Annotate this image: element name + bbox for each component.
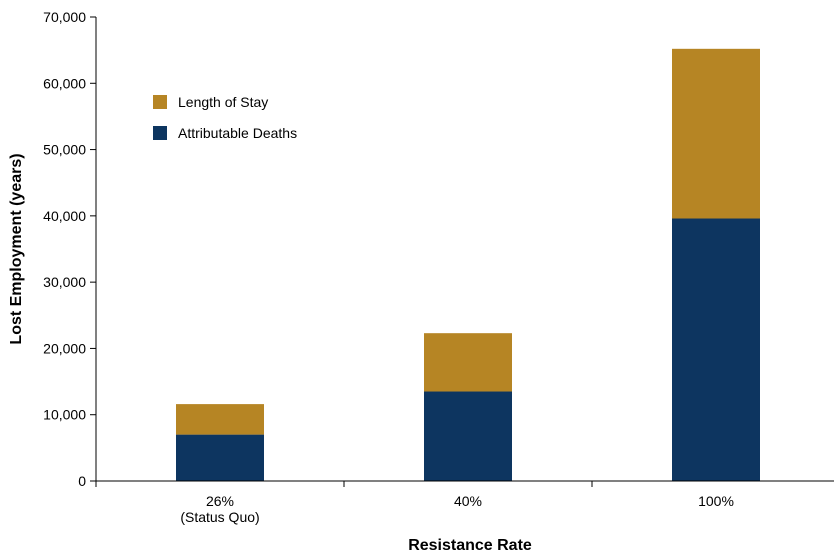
y-tick-label: 50,000 — [43, 142, 86, 158]
bars-group — [176, 48, 760, 481]
y-tick-label: 60,000 — [43, 75, 86, 91]
y-tick-label: 30,000 — [43, 274, 86, 290]
bar-segment-attributable-deaths — [672, 218, 760, 481]
x-tick-label: 26% — [206, 493, 234, 509]
y-tick-label: 10,000 — [43, 407, 86, 423]
y-tick-label: 0 — [78, 473, 86, 489]
bar-segment-attributable-deaths — [176, 434, 264, 481]
y-tick-label: 70,000 — [43, 9, 86, 25]
x-ticks-group: 26%(Status Quo) 40% 100% — [95, 481, 734, 525]
y-axis-title: Lost Employment (years) — [8, 153, 25, 344]
y-ticks-group: 0 10,000 20,000 30,000 40,000 50,000 60,000 70,… — [43, 9, 96, 489]
x-tick-label: 100% — [698, 493, 734, 509]
bar-segment-length-of-stay — [672, 48, 760, 219]
bar-segment-length-of-stay — [176, 404, 264, 435]
x-tick-sublabel: (Status Quo) — [180, 509, 259, 525]
y-tick-label: 40,000 — [43, 208, 86, 224]
x-axis-title: Resistance Rate — [408, 537, 532, 554]
legend-swatch-attributable-deaths — [153, 126, 167, 140]
axes-group — [95, 17, 834, 482]
legend-item-attributable-deaths: Attributable Deaths — [153, 125, 297, 141]
legend-swatch-length-of-stay — [153, 95, 167, 109]
plot-area: 0 10,000 20,000 30,000 40,000 50,000 60,000 70,… — [43, 9, 834, 525]
y-tick-label: 20,000 — [43, 340, 86, 356]
bar-segment-attributable-deaths — [424, 391, 512, 481]
legend-label-attributable-deaths: Attributable Deaths — [178, 125, 297, 141]
legend-label-length-of-stay: Length of Stay — [178, 94, 268, 110]
x-tick-label: 40% — [454, 493, 482, 509]
legend-item-length-of-stay: Length of Stay — [153, 94, 268, 110]
legend: Length of Stay Attributable Deaths — [153, 94, 297, 141]
bar-segment-length-of-stay — [424, 333, 512, 392]
